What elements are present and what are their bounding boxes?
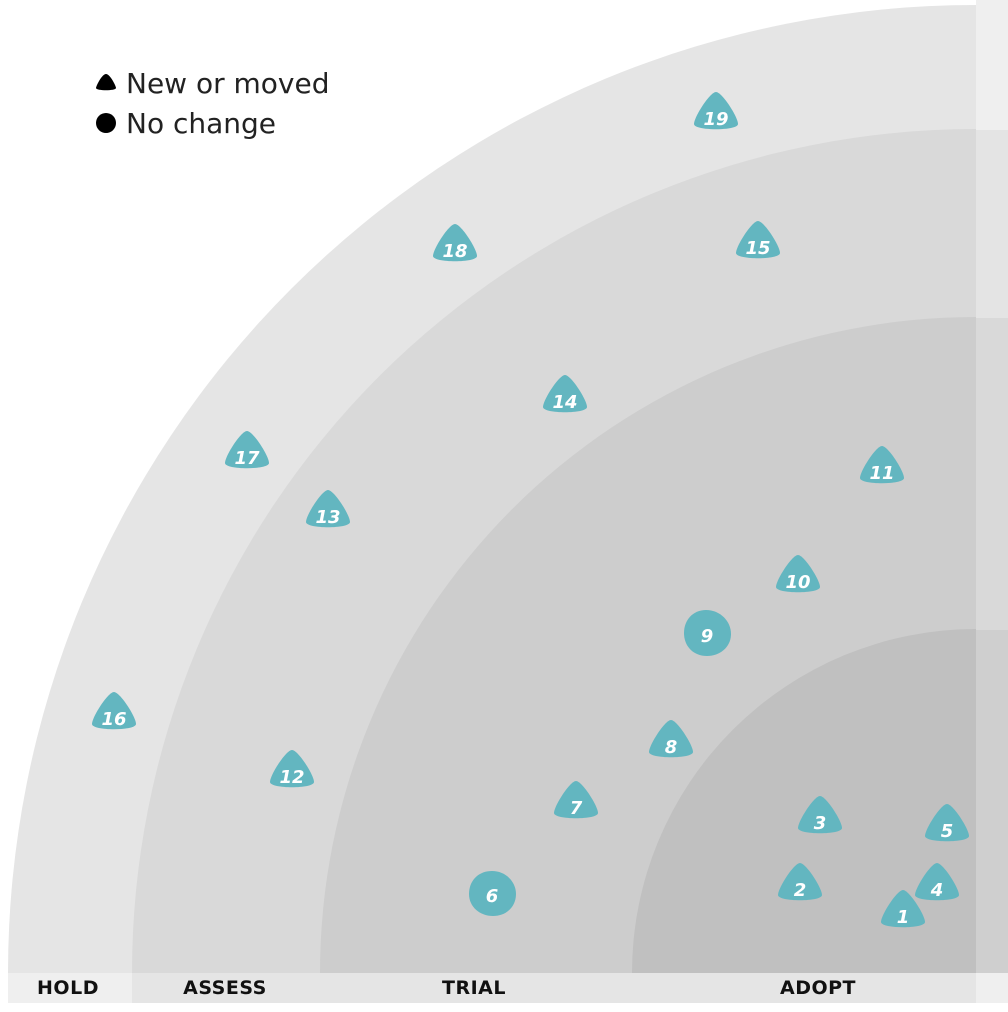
triangle-icon <box>96 74 116 91</box>
blip-16[interactable]: 16 <box>92 692 136 730</box>
blip-13-label: 13 <box>315 507 340 528</box>
blip-17-triangle <box>225 431 269 469</box>
blip-19[interactable]: 19 <box>694 92 738 130</box>
blip-3-label: 3 <box>814 813 827 834</box>
blip-16-label: 16 <box>101 709 126 730</box>
blip-5-triangle <box>925 804 969 842</box>
blip-18-label: 18 <box>442 241 467 262</box>
blip-6-circle <box>469 871 516 916</box>
blip-12[interactable]: 12 <box>270 750 314 788</box>
blip-3[interactable]: 3 <box>798 796 842 834</box>
blip-13-triangle <box>306 490 350 528</box>
blip-5-label: 5 <box>941 821 954 842</box>
blip-15-triangle <box>736 221 780 259</box>
blip-11-triangle <box>860 446 904 484</box>
ring-label-assess: ASSESS <box>183 977 267 999</box>
legend-no-change: No change <box>126 107 276 140</box>
blip-14[interactable]: 14 <box>543 375 587 413</box>
blip-15[interactable]: 15 <box>736 221 780 259</box>
blip-14-label: 14 <box>552 392 577 413</box>
blip-4-label: 4 <box>930 880 944 901</box>
blip-1[interactable]: 1 <box>881 890 925 928</box>
blip-2[interactable]: 2 <box>778 863 822 901</box>
blip-7-triangle <box>554 781 598 819</box>
blip-9[interactable]: 9 <box>684 610 731 656</box>
blip-10-triangle <box>776 555 820 593</box>
blip-12-triangle <box>270 750 314 788</box>
blip-11-label: 11 <box>869 463 894 484</box>
blip-14-triangle <box>543 375 587 413</box>
blip-10[interactable]: 10 <box>776 555 820 593</box>
blip-19-label: 19 <box>703 109 728 130</box>
blip-18[interactable]: 18 <box>433 224 477 262</box>
blip-1-triangle <box>881 890 925 928</box>
blip-7-label: 7 <box>570 798 583 819</box>
blip-17[interactable]: 17 <box>225 431 269 469</box>
blip-11[interactable]: 11 <box>860 446 904 484</box>
blip-4-triangle <box>915 863 959 901</box>
blip-17-label: 17 <box>234 448 260 469</box>
blip-8[interactable]: 8 <box>649 720 693 758</box>
ring-label-hold: HOLD <box>37 977 99 999</box>
blip-16-triangle <box>92 692 136 730</box>
blip-8-label: 8 <box>665 737 678 758</box>
blip-9-circle <box>684 610 731 656</box>
blip-3-triangle <box>798 796 842 834</box>
blip-12-label: 12 <box>279 767 304 788</box>
blip-4[interactable]: 4 <box>915 863 959 901</box>
blip-13[interactable]: 13 <box>306 490 350 528</box>
blip-5[interactable]: 5 <box>925 804 969 842</box>
blip-9-label: 9 <box>701 626 714 647</box>
right-edge-strip <box>976 0 1008 973</box>
ring-adopt <box>632 629 976 973</box>
blip-7[interactable]: 7 <box>554 781 598 819</box>
ring-label-strip: HOLD ASSESS TRIAL ADOPT <box>8 973 1008 1003</box>
blip-6-label: 6 <box>486 886 499 907</box>
blip-15-label: 15 <box>745 238 770 259</box>
blip-10-label: 10 <box>785 572 810 593</box>
ring-label-trial: TRIAL <box>442 977 506 999</box>
blip-8-triangle <box>649 720 693 758</box>
blip-1-label: 1 <box>897 907 910 928</box>
legend-new-or-moved: New or moved <box>126 67 330 100</box>
blip-19-triangle <box>694 92 738 130</box>
circle-icon <box>96 113 116 133</box>
blip-6[interactable]: 6 <box>469 871 516 916</box>
blip-2-triangle <box>778 863 822 901</box>
blip-2-label: 2 <box>794 880 807 901</box>
blip-18-triangle <box>433 224 477 262</box>
legend: New or moved No change <box>96 67 330 140</box>
ring-label-adopt: ADOPT <box>780 977 856 999</box>
